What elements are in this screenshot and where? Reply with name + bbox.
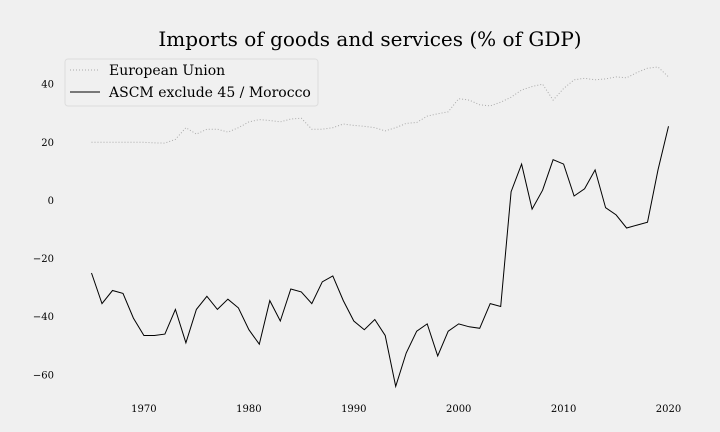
x-tick-label: 2000 (446, 404, 471, 415)
legend: European Union ASCM exclude 45 / Morocco (64, 58, 319, 107)
x-tick-label: 1980 (236, 404, 261, 415)
legend-box (64, 58, 319, 107)
x-axis-ticks: 1970 1980 1990 2000 2010 2020 (131, 404, 681, 415)
y-tick-label: 0 (48, 196, 54, 207)
y-axis-ticks: 40 20 0 −20 −40 −60 (33, 80, 54, 382)
y-tick-label: 40 (41, 80, 54, 91)
x-tick-label: 2020 (656, 404, 681, 415)
legend-label-morocco: ASCM exclude 45 / Morocco (108, 85, 311, 101)
y-tick-label: 20 (41, 138, 54, 149)
y-tick-label: −40 (33, 312, 54, 323)
series-lines (91, 66, 669, 389)
y-tick-label: −20 (33, 254, 54, 265)
x-tick-label: 1990 (341, 404, 366, 415)
chart-title: Imports of goods and services (% of GDP) (158, 27, 581, 51)
y-tick-label: −60 (33, 370, 54, 381)
x-tick-label: 2010 (551, 404, 576, 415)
series-line-european-union (91, 66, 669, 144)
x-tick-label: 1970 (131, 404, 156, 415)
series-line-morocco (91, 126, 669, 389)
legend-label-european-union: European Union (109, 63, 225, 79)
